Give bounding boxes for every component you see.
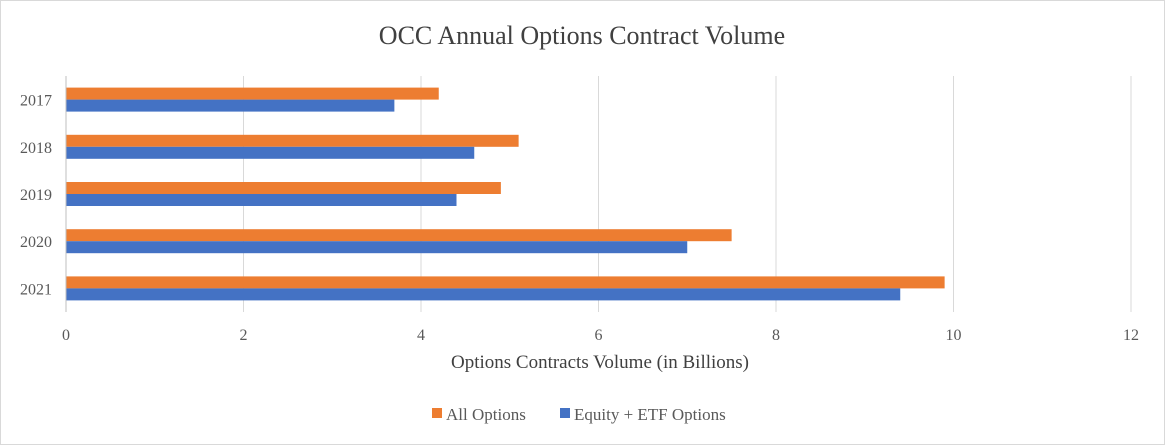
y-category-label: 2020: [20, 234, 52, 251]
bar: [66, 229, 732, 242]
legend-swatch: [560, 408, 570, 418]
x-tick-label: 0: [62, 327, 70, 344]
y-category-label: 2018: [20, 140, 52, 157]
gridlines: [243, 76, 1132, 312]
bar: [66, 99, 395, 112]
y-category-label: 2017: [20, 93, 52, 110]
bar: [66, 288, 901, 301]
x-tick-label: 10: [946, 327, 962, 344]
legend-swatch: [432, 408, 442, 418]
bar: [66, 134, 519, 147]
y-axis-category-labels: 2017 2018 2019 2020 2021: [20, 93, 52, 299]
bars: [66, 87, 945, 301]
legend-label: All Options: [446, 405, 526, 424]
bar: [66, 241, 688, 254]
legend-label: Equity + ETF Options: [574, 405, 726, 424]
legend: All Options Equity + ETF Options: [432, 405, 726, 424]
x-tick-label: 8: [772, 327, 780, 344]
y-category-label: 2021: [20, 281, 52, 298]
x-tick-label: 6: [595, 327, 603, 344]
y-category-label: 2019: [20, 187, 52, 204]
bar: [66, 276, 945, 289]
bar: [66, 146, 475, 159]
chart-title: OCC Annual Options Contract Volume: [379, 21, 785, 50]
bar: [66, 182, 501, 194]
x-tick-label: 4: [417, 327, 425, 344]
bar: [66, 194, 457, 206]
x-axis-title: Options Contracts Volume (in Billions): [451, 352, 749, 373]
x-axis-tick-labels: 0 2 4 6 8 10 12: [62, 327, 1139, 344]
x-tick-label: 2: [240, 327, 248, 344]
x-tick-label: 12: [1123, 327, 1139, 344]
bar: [66, 87, 439, 100]
